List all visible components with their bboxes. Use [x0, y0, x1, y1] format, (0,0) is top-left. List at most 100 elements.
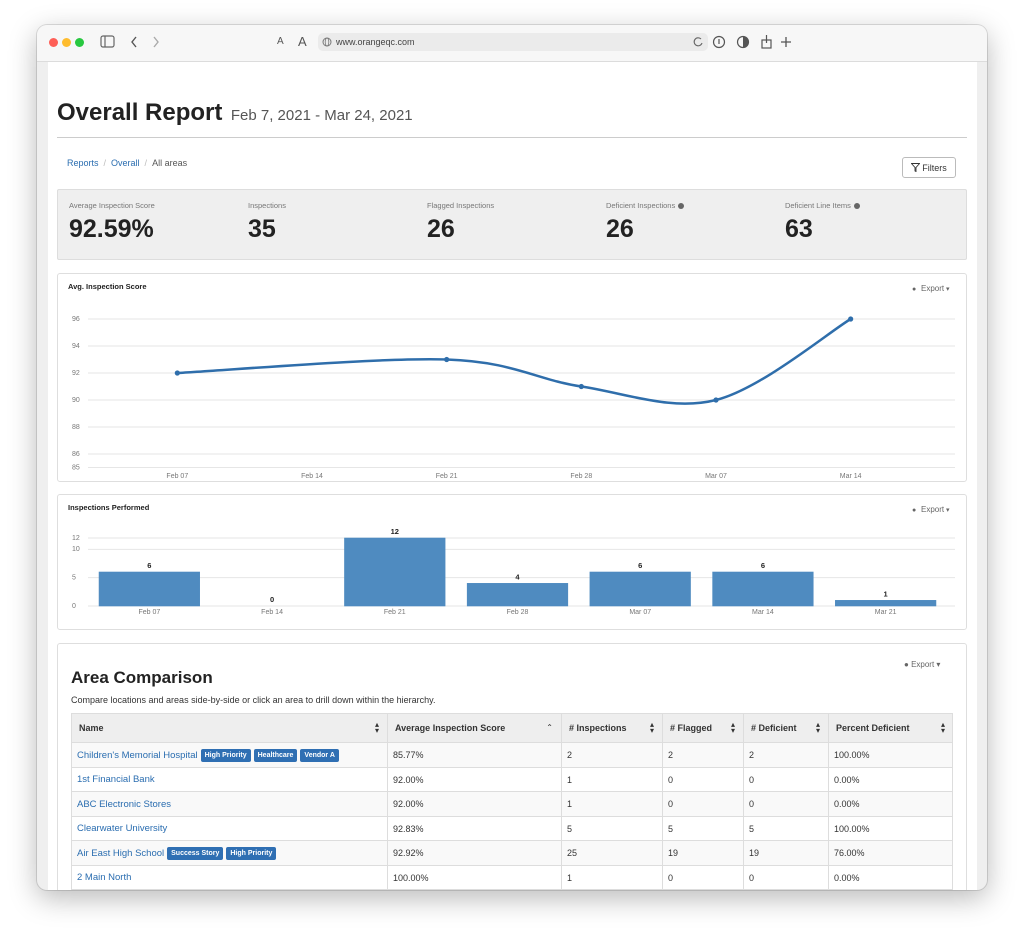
table-header-bg: [71, 713, 953, 743]
column-header[interactable]: Percent Deficient: [836, 723, 910, 733]
y-tick-label: 94: [72, 343, 80, 350]
table-cell: 2: [567, 750, 573, 760]
area-link[interactable]: Clearwater University: [77, 823, 168, 835]
tag: Healthcare: [253, 748, 298, 762]
sort-icon[interactable]: ▴ ▾: [815, 720, 820, 735]
export-label[interactable]: Export: [921, 505, 945, 514]
area-link[interactable]: Children's Memorial Hospital: [77, 749, 198, 761]
y-tick-label: 5: [72, 575, 76, 582]
y-tick-label: 10: [72, 546, 80, 553]
tag: Success Story: [167, 846, 224, 860]
bar: [712, 571, 814, 607]
stat-value: 26: [427, 215, 455, 243]
area-link[interactable]: 1st Financial Bank: [77, 774, 155, 786]
name-cell: Children's Memorial Hospital High Priorit…: [77, 743, 339, 768]
column-divider: [828, 713, 829, 890]
sort-icon[interactable]: ▴ ▾: [649, 720, 654, 735]
stat-value: 92.59%: [69, 215, 154, 243]
breadcrumb-item[interactable]: Reports: [67, 158, 99, 168]
address-bar[interactable]: [318, 33, 708, 51]
filters-button[interactable]: Filters: [902, 157, 956, 178]
zoom-button[interactable]: [75, 38, 84, 47]
name-cell: Clearwater University: [77, 817, 167, 842]
date-range: Feb 7, 2021 - Mar 24, 2021: [230, 107, 413, 124]
column-divider: [387, 713, 388, 890]
area-link[interactable]: 2 Main North: [77, 872, 132, 884]
stat-label: Deficient Line Items: [785, 201, 955, 210]
x-tick-label: Feb 07: [166, 473, 188, 480]
info-icon: [678, 203, 685, 210]
bar: [835, 600, 937, 607]
close-button[interactable]: [49, 38, 58, 47]
stat-label: Flagged Inspections: [427, 201, 597, 210]
x-tick-label: Mar 07: [629, 609, 651, 616]
column-header[interactable]: Average Inspection Score: [395, 723, 506, 733]
sort-icon[interactable]: ▴ ▾: [940, 720, 945, 735]
y-tick-label: 96: [72, 316, 80, 323]
stat-value: 35: [248, 215, 276, 243]
area-export[interactable]: ● Export ▾: [904, 660, 941, 669]
table-header-cell: # Deficient ▴ ▾: [751, 713, 820, 743]
stat-label-text: Deficient Line Items: [785, 201, 851, 210]
area-description: Compare locations and areas side-by-side…: [71, 695, 436, 705]
table-cell: 92.00%: [393, 799, 424, 809]
table-cell: 5: [749, 823, 755, 834]
table-cell: 0: [749, 872, 755, 883]
text-size-small[interactable]: A: [277, 36, 284, 47]
table-cell: 1: [567, 774, 573, 785]
column-header[interactable]: # Deficient: [751, 723, 797, 733]
sort-icon[interactable]: ⌃: [546, 723, 553, 732]
point: [848, 316, 854, 322]
stat-label: Deficient Inspections: [606, 201, 776, 210]
table-cell: 0.00%: [834, 799, 860, 809]
minimize-button[interactable]: [62, 38, 71, 47]
filter-icon: [911, 163, 921, 172]
breadcrumb: Reports / Overall / All areas: [67, 158, 187, 168]
x-tick-label: Feb 28: [507, 609, 529, 616]
tag: Vendor A: [300, 748, 339, 762]
text-size-large[interactable]: A: [298, 34, 307, 49]
export-label[interactable]: Export: [921, 284, 945, 293]
breadcrumb-separator: /: [144, 158, 148, 168]
sort-icon[interactable]: ▴ ▾: [374, 720, 379, 735]
sort-icon[interactable]: ▴ ▾: [730, 720, 735, 735]
table-cell: 100.00%: [393, 872, 429, 883]
point: [578, 383, 584, 390]
table-cell: 0: [749, 774, 755, 785]
table-header-cell: # Flagged ▴ ▾: [670, 713, 735, 743]
y-tick-label: 86: [72, 451, 80, 458]
export-icon: ●: [912, 507, 916, 514]
area-link[interactable]: ABC Electronic Stores: [77, 798, 171, 810]
export-label[interactable]: Export: [911, 660, 935, 669]
breadcrumb-item[interactable]: Overall: [111, 158, 140, 168]
table-header-cell: # Inspections ▴ ▾: [569, 713, 654, 743]
bar-value-label: 6: [147, 561, 151, 570]
bar-value-label: 6: [638, 561, 642, 570]
nav-icons[interactable]: [95, 33, 175, 51]
page-header: Overall Report Feb 7, 2021 - Mar 24, 202…: [57, 99, 413, 127]
area-link[interactable]: Air East High School: [77, 847, 165, 859]
bar-value-label: 6: [761, 561, 765, 570]
area-table: Name ▴ ▾ Average Inspection Score ⌃ # Inspect…: [71, 713, 953, 890]
table-cell: 0.00%: [834, 872, 860, 883]
x-tick-label: Feb 14: [301, 473, 323, 480]
column-header[interactable]: Name: [79, 723, 104, 733]
stat: Flagged Inspections 26: [427, 201, 597, 244]
table-row: [71, 792, 953, 817]
stat: Deficient Inspections 26: [606, 201, 776, 244]
table-header-cell: Name ▴ ▾: [79, 713, 379, 743]
table-cell: 1: [567, 872, 573, 883]
filters-label[interactable]: Filters: [922, 162, 947, 173]
name-cell: 1st Financial Bank: [77, 768, 155, 793]
x-tick-label: Feb 07: [138, 609, 160, 616]
column-header[interactable]: # Inspections: [569, 723, 627, 733]
column-header[interactable]: # Flagged: [670, 723, 713, 733]
stat-label-text: Flagged Inspections: [427, 201, 495, 210]
area-title: Area Comparison: [71, 668, 213, 687]
toolbar-icons[interactable]: [690, 34, 800, 50]
table-row: [71, 865, 953, 890]
stat-label: Average Inspection Score: [69, 201, 239, 210]
url[interactable]: www.orangeqc.com: [336, 37, 415, 47]
column-divider: [662, 713, 663, 890]
